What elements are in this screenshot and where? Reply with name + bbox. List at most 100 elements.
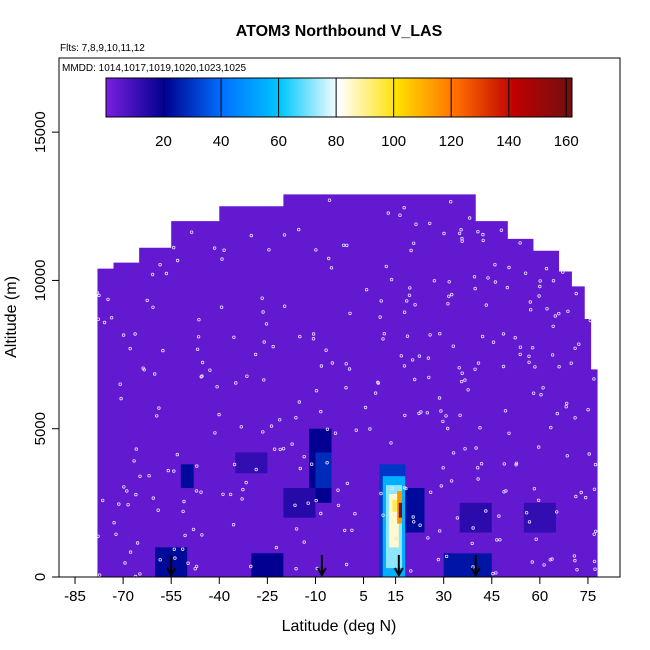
sample-marker: [261, 310, 265, 314]
sample-marker: [117, 502, 121, 506]
arrow-head: [470, 567, 481, 578]
sample-marker: [282, 304, 287, 308]
sample-marker: [189, 230, 194, 234]
sample-marker: [282, 233, 287, 237]
sample-marker: [297, 400, 301, 404]
sample-marker: [389, 441, 393, 445]
sample-marker: [294, 567, 298, 571]
x-tick-label: -40: [208, 588, 230, 605]
sample-marker: [386, 211, 390, 215]
sample-marker: [493, 280, 498, 284]
sample-marker: [476, 477, 480, 481]
sample-marker: [260, 296, 264, 300]
x-axis-label: Latitude (deg N): [282, 618, 397, 635]
sample-marker: [565, 401, 569, 406]
y-tick-label: 0: [32, 573, 49, 581]
sample-marker: [513, 336, 517, 340]
sample-marker: [530, 560, 534, 564]
sample-marker: [138, 474, 142, 478]
sample-marker: [457, 366, 461, 370]
sample-marker: [215, 385, 219, 389]
sample-marker: [439, 484, 443, 488]
y-tick-label: 15000: [32, 111, 49, 153]
sample-marker: [399, 354, 403, 358]
sample-marker: [264, 322, 269, 326]
sample-marker: [324, 348, 328, 352]
sample-marker: [518, 241, 522, 245]
sample-marker: [446, 426, 450, 431]
sample-marker: [128, 346, 132, 351]
sample-marker: [212, 246, 217, 250]
sample-marker: [405, 334, 410, 338]
sample-marker: [573, 416, 577, 420]
sample-marker: [128, 550, 133, 554]
sample-marker: [272, 447, 277, 451]
sample-marker: [150, 272, 155, 277]
sample-marker: [241, 487, 245, 492]
chart-title: ATOM3 Northbound V_LAS: [236, 23, 443, 40]
sample-marker: [350, 528, 354, 532]
heatmap-cell: [235, 452, 268, 474]
sample-marker: [118, 382, 122, 386]
plot-area: [95, 194, 598, 579]
sample-marker: [119, 396, 123, 401]
sample-marker: [534, 537, 538, 541]
sample-marker: [262, 378, 266, 382]
sample-marker: [457, 231, 462, 236]
sample-marker: [593, 462, 598, 467]
sample-marker: [402, 205, 406, 210]
sample-marker: [484, 303, 488, 307]
sample-marker: [428, 333, 432, 337]
sample-marker: [319, 409, 323, 414]
sample-marker: [460, 371, 464, 375]
sample-marker: [553, 314, 557, 318]
sample-marker: [474, 446, 478, 450]
sample-marker: [564, 405, 568, 409]
sample-marker: [249, 564, 253, 569]
sample-marker: [518, 352, 522, 357]
colorbar-tick-label: 80: [328, 133, 345, 150]
colorbar-tick-label: 120: [439, 133, 464, 150]
sample-marker: [281, 447, 286, 451]
sample-marker: [458, 413, 462, 417]
sample-marker: [208, 368, 212, 372]
sample-marker: [193, 567, 197, 571]
sample-marker: [566, 309, 570, 313]
sample-marker: [409, 569, 413, 573]
sample-marker: [484, 509, 488, 513]
sample-marker: [498, 538, 502, 542]
sample-marker: [536, 498, 541, 502]
sample-marker: [222, 248, 226, 252]
sample-marker: [327, 198, 332, 202]
sample-marker: [294, 416, 298, 420]
sample-marker: [499, 228, 504, 232]
sample-marker: [382, 332, 386, 336]
sample-marker: [200, 533, 204, 537]
sample-marker: [336, 488, 340, 492]
sample-marker: [432, 279, 437, 283]
sample-marker: [294, 527, 299, 531]
sample-marker: [507, 431, 511, 435]
sample-marker: [234, 381, 238, 385]
sample-marker: [565, 454, 569, 458]
sample-marker: [532, 487, 537, 491]
sample-marker: [213, 431, 217, 435]
sample-marker: [481, 238, 485, 243]
colorbar-tick-label: 40: [213, 133, 230, 150]
x-tick-label: -10: [305, 588, 327, 605]
sample-marker: [507, 265, 511, 270]
sample-marker: [542, 563, 546, 567]
sample-marker: [364, 288, 369, 292]
sample-marker: [333, 431, 338, 435]
sample-marker: [343, 528, 347, 533]
sample-marker: [314, 248, 318, 252]
sample-marker: [125, 489, 129, 493]
sample-marker: [501, 364, 506, 369]
sample-marker: [141, 366, 145, 370]
sample-marker: [199, 490, 203, 494]
sample-marker: [173, 556, 177, 560]
sample-marker: [134, 447, 138, 451]
sample-marker: [152, 372, 157, 376]
sample-marker: [537, 445, 541, 449]
